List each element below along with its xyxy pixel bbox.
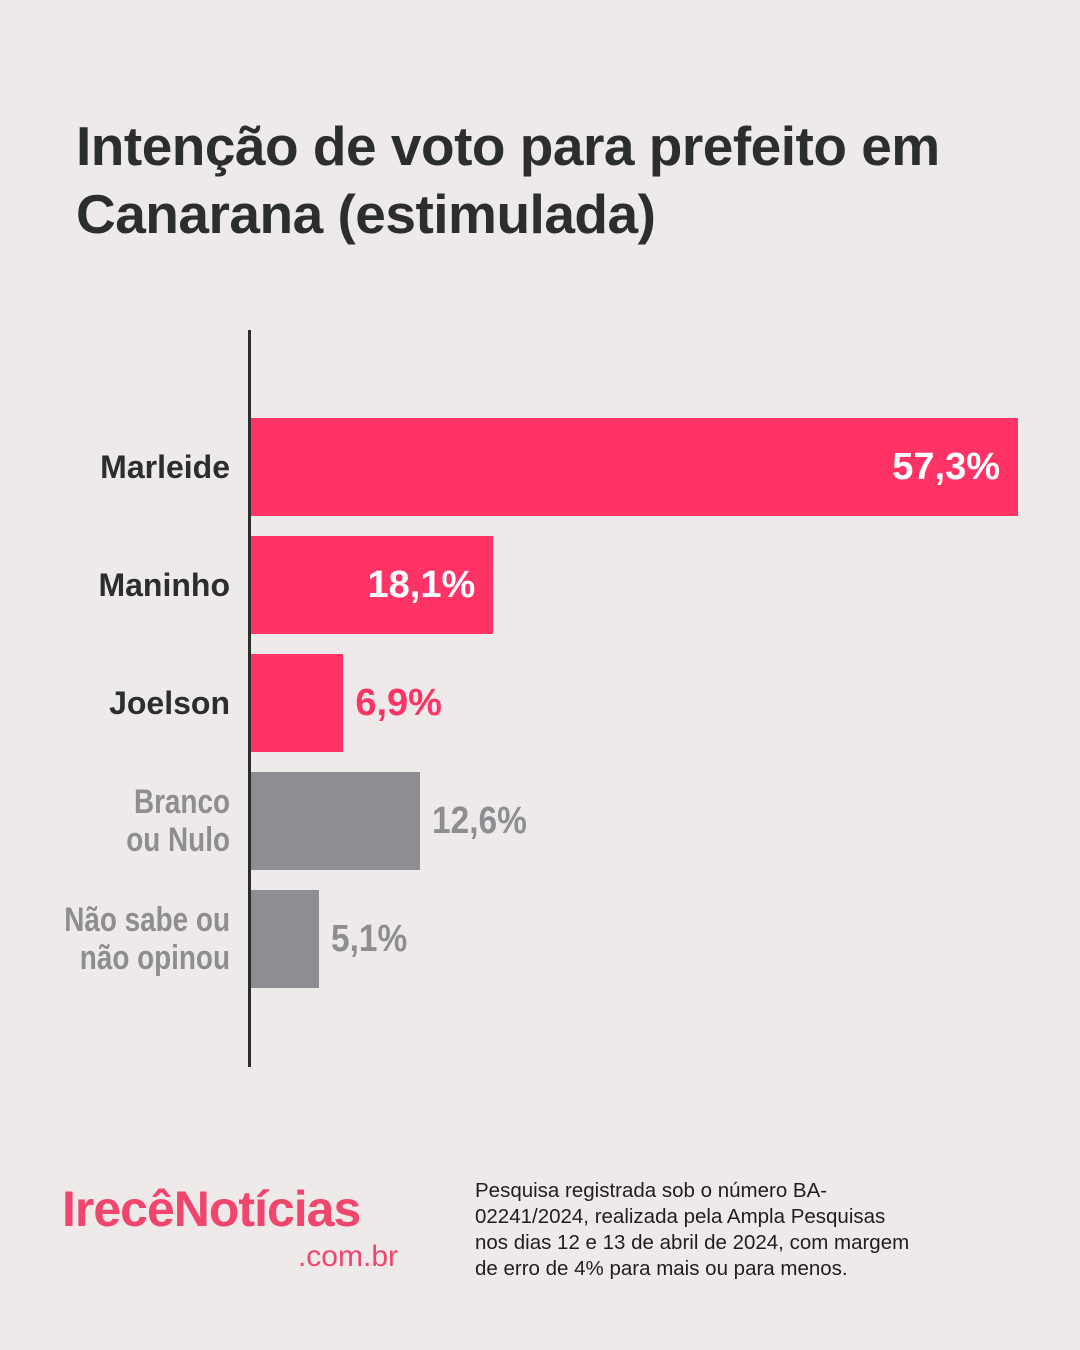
bar (251, 536, 494, 634)
category-label: Maninho (98, 567, 230, 603)
category-label: Branco ou Nulo (126, 783, 230, 859)
value-label: 12,6% (431, 800, 527, 842)
category-label: Não sabe ou não opinou (64, 901, 230, 977)
logo-suffix: .com.br (297, 1240, 398, 1273)
value-label: 18,1% (367, 564, 476, 606)
value-label: 57,3% (892, 446, 1000, 488)
chart-title: Intenção de voto para prefeito em Canara… (76, 115, 940, 245)
bar (251, 418, 1018, 516)
category-label: Marleide (100, 449, 230, 485)
bar (251, 772, 420, 870)
logo: IrecêNotícias (62, 1181, 361, 1237)
bar (251, 654, 344, 752)
axis-line (248, 330, 251, 1067)
value-label: 5,1% (331, 918, 408, 960)
category-label: Joelson (109, 685, 230, 721)
value-label: 6,9% (355, 682, 442, 724)
bar (251, 890, 320, 988)
source-note: Pesquisa registrada sob o número BA- 022… (475, 1179, 910, 1280)
